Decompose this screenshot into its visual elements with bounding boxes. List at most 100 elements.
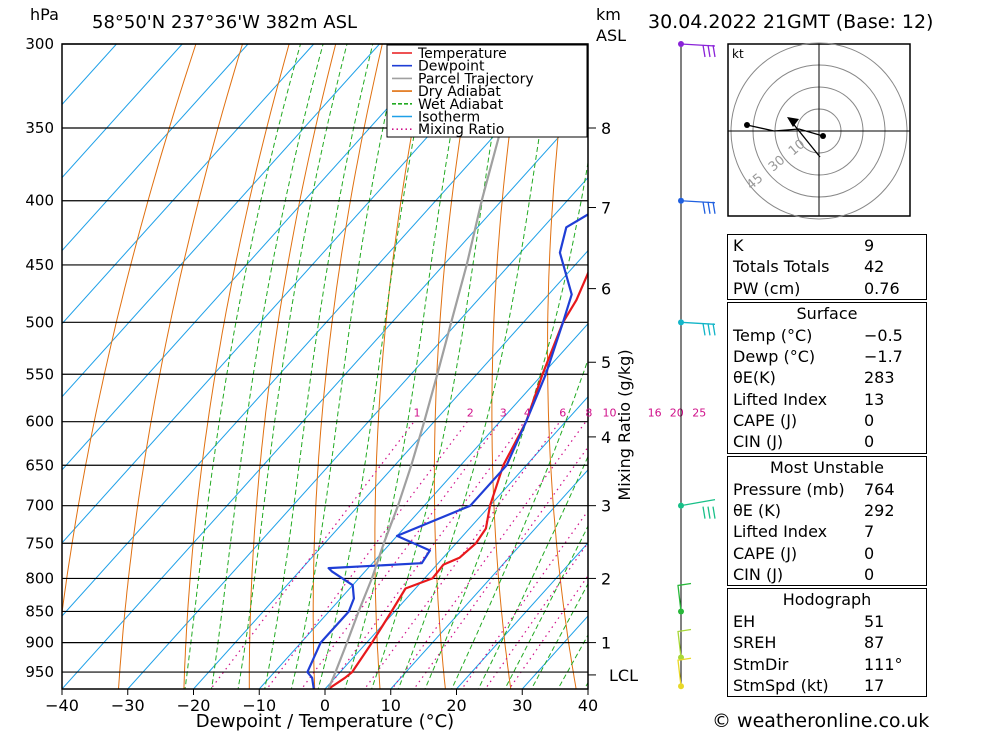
series-parcel-trajectory — [327, 44, 532, 689]
isotherm-line — [127, 176, 588, 689]
wind-barb-flag — [712, 323, 716, 336]
hodograph-index-label: StmSpd (kt) — [733, 676, 829, 696]
mu-index-label: θE (K) — [733, 500, 781, 520]
legend-label: Temperature — [417, 46, 507, 62]
surface-index-label: θE(K) — [733, 368, 776, 388]
isotherm-line — [62, 103, 588, 689]
hodograph-table: Hodograph EH 51 SREH 87 StmDir 111° StmSpd (kt… — [727, 588, 927, 698]
temperature-tick-label: −10 — [242, 696, 276, 715]
wind-barb-shaft — [677, 628, 692, 658]
mixing-ratio-label: 10 — [603, 407, 617, 420]
general-indices-table: K 9 Totals Totals 42 PW (cm) 0.76 — [727, 234, 927, 300]
hodograph-index-value: 17 — [864, 676, 885, 696]
wind-barb-flag — [702, 44, 706, 58]
surface-index-value: 283 — [864, 368, 895, 388]
mixing-ratio-label: 20 — [670, 407, 684, 420]
hodograph-trace — [746, 124, 824, 137]
km-tick-label: 8 — [601, 119, 611, 138]
dry-adiabat-line — [654, 6, 710, 700]
wet-adiabat-line — [344, 44, 468, 689]
series-temperature — [327, 270, 588, 689]
surface-index-value: −0.5 — [864, 325, 903, 345]
hodograph-index-value: 51 — [864, 612, 885, 632]
surface-index-value: −1.7 — [864, 347, 903, 367]
mu-index-row: θE (K) 292 — [728, 500, 926, 521]
axes: 1 2 3 4 6 8 10 16 20 2530035040045050055060065070… — [25, 35, 706, 715]
wind-barb-flag — [702, 506, 706, 519]
pressure-tick-label: 900 — [25, 634, 54, 652]
pressure-unit: hPa — [30, 5, 59, 24]
hodograph-index-label: StmDir — [733, 654, 789, 674]
temperature-tick-label: −30 — [111, 696, 145, 715]
isotherm-line — [62, 44, 315, 325]
wet-adiabat-line — [397, 44, 555, 689]
pressure-tick-label: 450 — [25, 256, 54, 274]
surface-index-row: Temp (°C) −0.5 — [728, 325, 926, 346]
legend-label: Dewpoint — [418, 59, 485, 75]
general-index-label: PW (cm) — [733, 278, 801, 298]
pressure-tick-label: 350 — [25, 119, 54, 137]
surface-index-row: CIN (J) 0 — [728, 431, 926, 452]
dry-adiabat-line — [312, 44, 383, 689]
dry-adiabat-line — [183, 44, 290, 689]
wind-barb-shaft — [680, 43, 716, 47]
dry-adiabat-line — [985, 6, 1000, 700]
mu-index-label: CIN (J) — [733, 564, 784, 584]
legend-box — [386, 44, 588, 138]
legend-label: Mixing Ratio — [418, 122, 504, 138]
mixing-ratio-label: 2 — [467, 407, 474, 420]
legend-label: Parcel Trajectory — [418, 71, 534, 87]
temperature-tick-label: −40 — [45, 696, 79, 715]
pressure-tick-label: 850 — [25, 602, 54, 620]
general-index-value: 9 — [864, 236, 875, 255]
dry-adiabat-line — [940, 6, 1000, 700]
mixing-ratio-line — [300, 421, 501, 689]
location-title: 58°50'N 237°36'W 382m ASL — [92, 12, 357, 33]
mu-index-label: CAPE (J) — [733, 543, 798, 563]
pressure-tick-label: 700 — [25, 497, 54, 515]
km-tick-label: 7 — [601, 199, 611, 218]
isotherm-line — [62, 44, 249, 252]
wind-barb-flag — [702, 201, 706, 214]
isotherm-line — [456, 542, 588, 689]
isotherm-line — [62, 44, 183, 179]
mu-index-value: 7 — [864, 522, 875, 542]
wind-barb-shaft — [680, 200, 716, 204]
mu-index-row: CAPE (J) 0 — [728, 543, 926, 564]
general-index-label: Totals Totals — [733, 257, 830, 277]
hodograph-index-row: EH 51 — [728, 611, 926, 632]
series-dewpoint — [306, 213, 588, 689]
general-index-label: K — [733, 236, 744, 255]
temperature-tick-label: 20 — [446, 696, 466, 715]
surface-index-row: CAPE (J) 0 — [728, 410, 926, 431]
wet-adiabat-line — [184, 44, 302, 689]
legend-label: Dry Adiabat — [418, 84, 501, 100]
hodograph-unit: kt — [732, 47, 744, 61]
temperature-tick-label: 30 — [512, 696, 532, 715]
surface-index-label: CIN (J) — [733, 432, 784, 452]
dry-adiabat-line — [62, 44, 197, 617]
storm-motion-arrowhead — [787, 117, 799, 127]
km-tick-label: 4 — [601, 428, 611, 447]
credit-link[interactable]: © weatheronline.co.uk — [712, 710, 930, 732]
mixing-ratio-line — [508, 574, 588, 689]
hodograph-index-value: 111° — [864, 654, 903, 674]
mu-index-row: Lifted Index 7 — [728, 521, 926, 542]
most-unstable-table: Most Unstable Pressure (mb) 764 θE (K) 292 L… — [727, 455, 927, 587]
km-tick-label: 6 — [601, 280, 611, 299]
temperature-tick-label: 10 — [381, 696, 401, 715]
mixing-ratio-line — [266, 421, 468, 689]
wet-adiabat-line — [451, 358, 588, 689]
hodograph-index-row: StmDir 111° — [728, 654, 926, 675]
km-tick-label: 5 — [601, 353, 611, 372]
dry-adiabat-line — [248, 44, 337, 689]
temperature-tick-label: 40 — [578, 696, 598, 715]
indices-panel: K 9 Totals Totals 42 PW (cm) 0.76 Surface Tem… — [727, 234, 927, 699]
wind-barb-flag — [707, 323, 711, 336]
pressure-tick-label: 800 — [25, 569, 54, 587]
most-unstable-title: Most Unstable — [770, 457, 884, 477]
legend-label: Wet Adiabat — [418, 97, 504, 113]
